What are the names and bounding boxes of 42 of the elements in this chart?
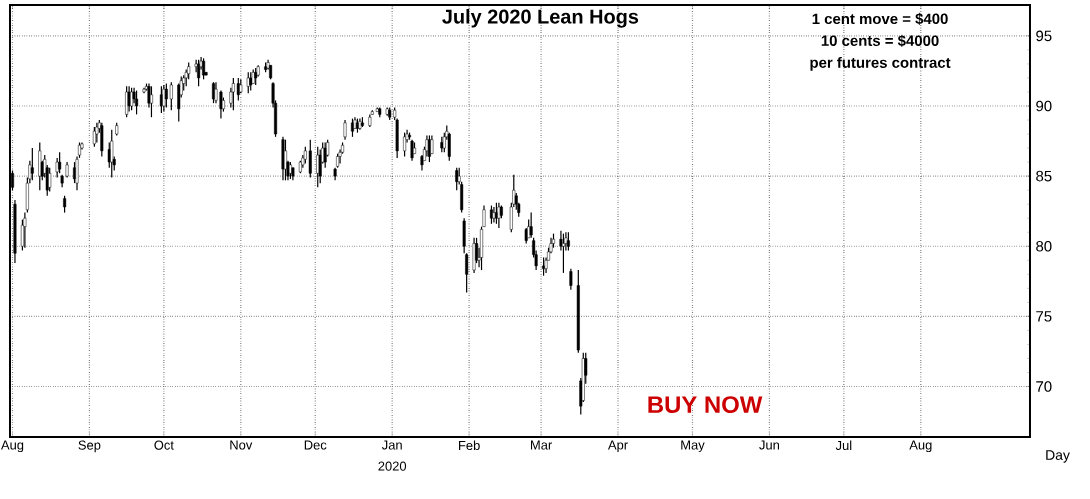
- x-tick-label: Jan: [381, 440, 402, 450]
- x-tick-label: Mar: [531, 440, 553, 450]
- annotation: 10 cents = $4000: [821, 34, 939, 47]
- annotation: 1 cent move = $400: [812, 12, 948, 26]
- candlestick: [403, 132, 407, 158]
- x-tick-label: Jul: [835, 440, 852, 451]
- candlestick: [30, 147, 34, 181]
- x-axis-title: Day: [1046, 450, 1070, 463]
- x-tick-label: Nov: [230, 440, 253, 450]
- x-tick-label: Oct: [154, 440, 174, 450]
- x-tick-label: Aug: [909, 440, 932, 453]
- x-tick-label: Sep: [78, 440, 101, 453]
- candlestick: [149, 85, 153, 118]
- candlestick: [92, 126, 96, 148]
- candlestick: [465, 252, 469, 294]
- x-tick-label: Feb: [459, 440, 480, 451]
- candlestick: [162, 84, 166, 113]
- y-tick-label: 85: [1036, 170, 1052, 182]
- candlestick: [23, 211, 27, 249]
- y-tick-label: 70: [1036, 381, 1052, 392]
- y-tick-label: 95: [1036, 30, 1052, 42]
- candlestick: [480, 226, 484, 271]
- text: 2020: [378, 461, 407, 471]
- chart-title: July 2020 Lean Hogs: [442, 9, 639, 28]
- x-tick-label: May: [681, 440, 705, 453]
- candlestick: [413, 141, 417, 155]
- y-tick-label: 80: [1036, 240, 1052, 252]
- x-tick-label: Aug: [0, 440, 24, 453]
- candlestick: [197, 59, 201, 87]
- candlestick: [48, 167, 52, 193]
- candlestick: [569, 268, 573, 291]
- y-tick-label: 90: [1036, 100, 1052, 112]
- x-tick-label: Dec: [304, 440, 327, 450]
- candlestick: [58, 151, 62, 174]
- x-tick-label: Jun: [759, 440, 779, 450]
- candlestick: [343, 119, 347, 141]
- candlestick: [552, 233, 555, 249]
- annotation: per futures contract: [810, 56, 951, 71]
- annotation: BUY NOW: [648, 396, 763, 414]
- y-tick-label: 75: [1036, 311, 1052, 322]
- candlestick: [482, 204, 486, 228]
- x-tick-label: Apr: [607, 440, 628, 453]
